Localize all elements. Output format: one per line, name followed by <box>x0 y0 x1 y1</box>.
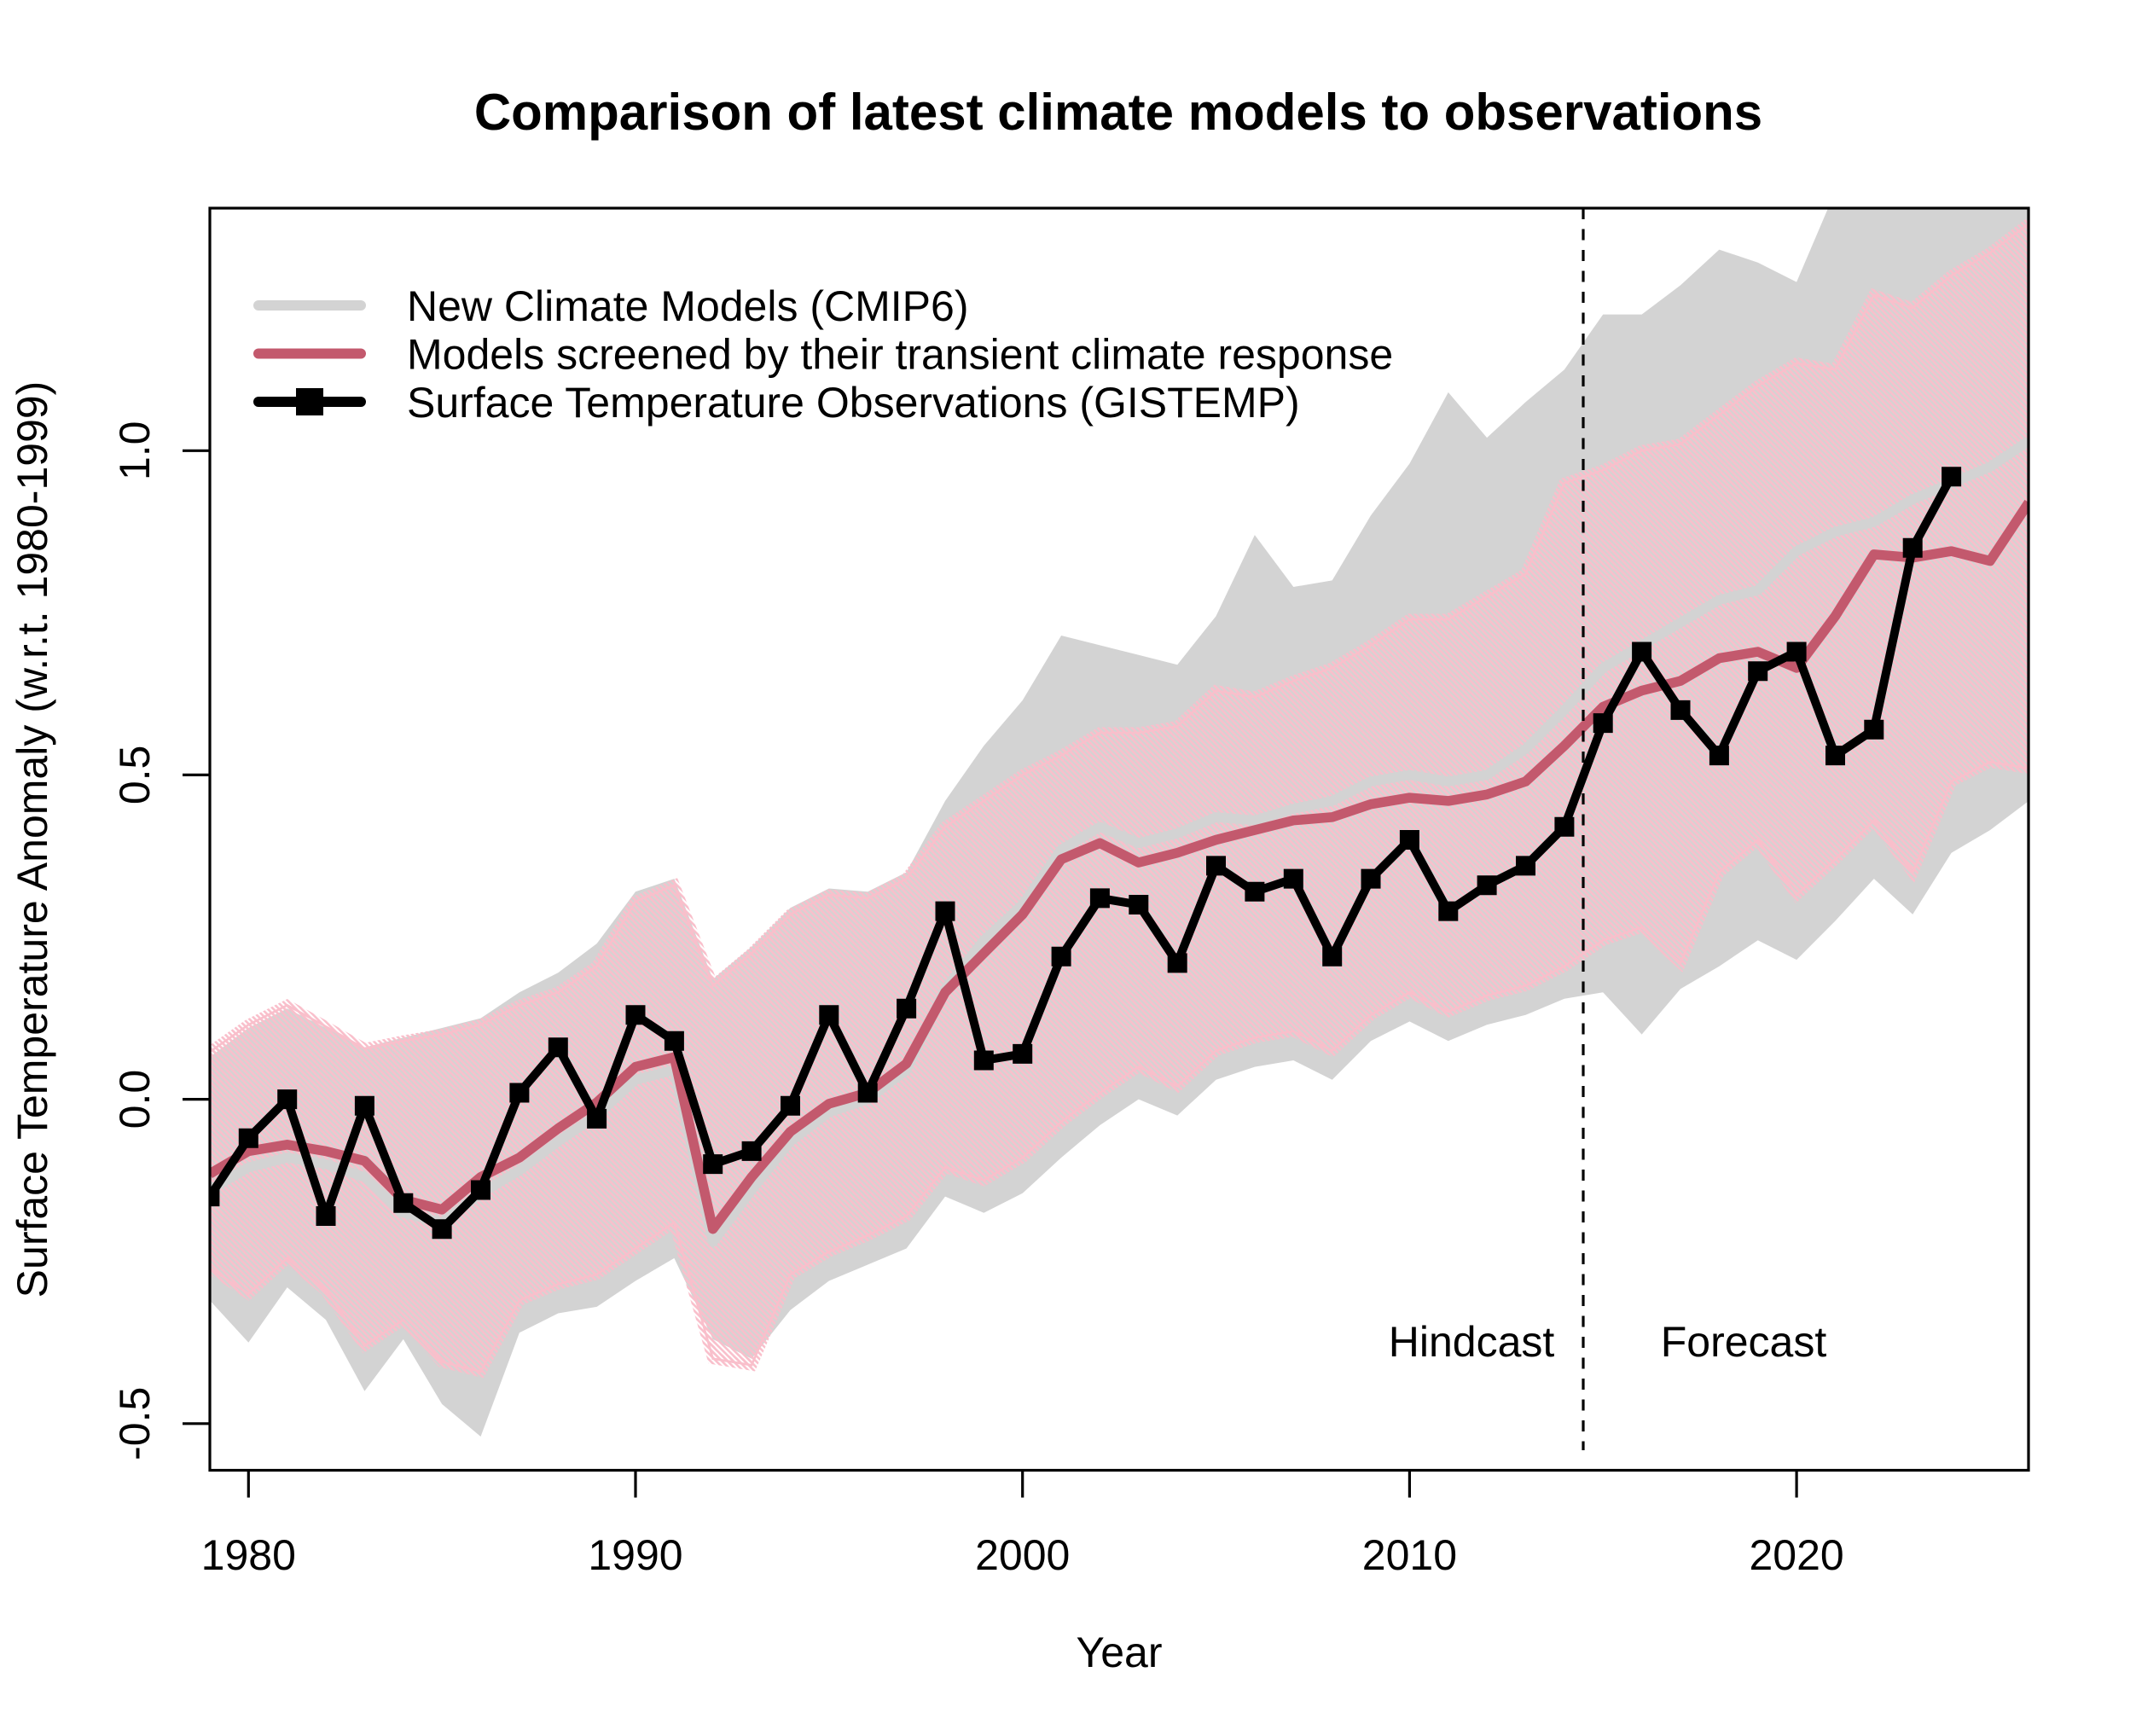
svg-text:Year: Year <box>1076 1629 1162 1676</box>
svg-text:New Climate Models (CMIP6): New Climate Models (CMIP6) <box>407 282 968 330</box>
svg-text:2000: 2000 <box>975 1531 1070 1579</box>
svg-text:Models screened by their trans: Models screened by their transient clima… <box>407 331 1393 379</box>
svg-text:Forecast: Forecast <box>1661 1318 1827 1366</box>
svg-text:0.0: 0.0 <box>111 1070 159 1129</box>
svg-text:Comparison of latest climate m: Comparison of latest climate models to o… <box>474 84 1762 141</box>
svg-text:1.0: 1.0 <box>111 421 159 481</box>
svg-text:0.5: 0.5 <box>111 746 159 805</box>
svg-text:-0.5: -0.5 <box>111 1387 159 1460</box>
svg-text:Hindcast: Hindcast <box>1389 1318 1555 1366</box>
svg-text:2020: 2020 <box>1749 1531 1843 1579</box>
svg-text:Surface Temperature Observatio: Surface Temperature Observations (GISTEM… <box>407 379 1300 427</box>
svg-text:1990: 1990 <box>588 1531 682 1579</box>
svg-text:1980: 1980 <box>201 1531 296 1579</box>
svg-text:Surface Temperature Anomaly (w: Surface Temperature Anomaly (w.r.t. 1980… <box>9 381 56 1298</box>
svg-text:2010: 2010 <box>1362 1531 1457 1579</box>
